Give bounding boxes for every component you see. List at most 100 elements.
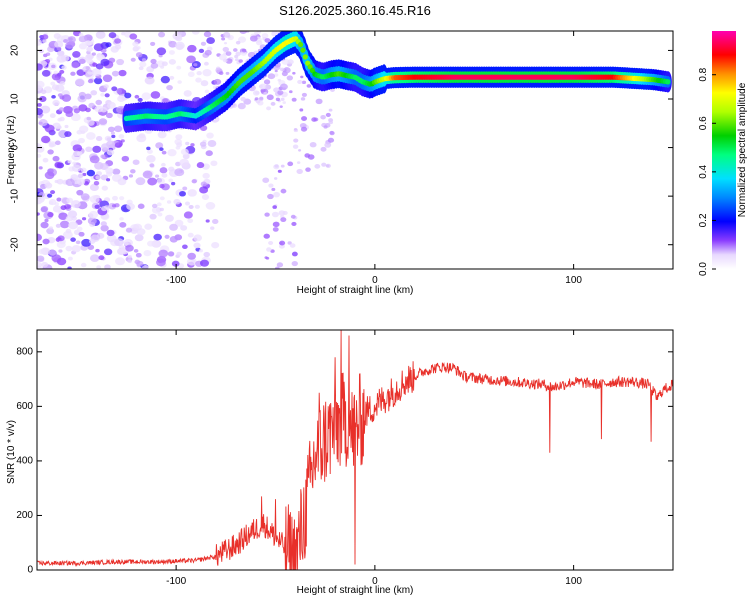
spectrogram-cell (68, 221, 78, 229)
spectrogram-cell (146, 147, 150, 150)
spectrogram-cell (200, 260, 209, 267)
spectrogram-cell (280, 68, 285, 72)
spectrogram-cell (107, 102, 116, 109)
spectrogram-cell (187, 45, 196, 53)
spectrogram-cell (280, 105, 283, 108)
spectrogram-cell (323, 125, 327, 128)
spectrogram-cell (256, 40, 262, 45)
spectrogram-cell (326, 113, 331, 117)
spectrogram-cell (206, 150, 213, 156)
spectrogram-cell (79, 59, 86, 64)
spectrogram-cell (139, 66, 144, 70)
spectrogram-cell (65, 125, 69, 128)
spectrogram-cell (85, 146, 92, 152)
spectrogram-cell (304, 153, 310, 158)
spectrogram-cell (126, 228, 132, 233)
spectrogram-cell (60, 81, 66, 85)
spectrogram-cell (114, 126, 122, 133)
spectrogram-cell (39, 166, 43, 169)
spectrogram-cell (300, 76, 303, 79)
spectrogram-cell (188, 72, 195, 77)
spectrogram-cell (136, 177, 146, 185)
spectrogram-cell (55, 162, 62, 168)
spectrogram-cell (240, 97, 246, 101)
spectrogram-cell (287, 59, 293, 64)
colorbar: 0.00.20.40.60.8 Normalized spectral ampl… (698, 31, 748, 276)
spectrogram-cell (151, 91, 161, 99)
spectrogram-cell (105, 93, 110, 97)
spectrogram-cell (250, 36, 258, 42)
spectrogram-cell (106, 113, 113, 118)
spectrogram-cell (156, 259, 166, 267)
spectrogram-cell (73, 151, 81, 157)
spectrogram-cell (65, 111, 73, 117)
spectrogram-cell (329, 121, 333, 125)
spectrogram-cell (160, 208, 164, 211)
spectrogram-cell (160, 167, 168, 173)
spectrogram-cell (271, 102, 276, 106)
spectrogram-cell (47, 168, 54, 173)
spectrogram-cell (158, 32, 165, 38)
spectrogram-cell (125, 245, 134, 252)
spectrogram-cell (268, 183, 273, 187)
spectrogram-cell (61, 205, 67, 210)
spectrogram-cell (152, 204, 158, 208)
spectrogram-cell (282, 87, 286, 90)
spectrogram-cell (70, 72, 75, 76)
spectrogram-cell (66, 179, 75, 186)
spectrogram-cell (305, 167, 311, 171)
spectrogram-y-axis-label: Frequency (Hz) (6, 116, 17, 185)
spectrogram-cell (81, 193, 90, 200)
spectrogram-cell (47, 194, 52, 198)
spectrogram-cell (282, 101, 286, 104)
spectrogram-cell (65, 246, 72, 252)
spectrogram-cell (150, 42, 155, 46)
spectrogram-cell (202, 69, 211, 76)
spectrogram-cell (45, 182, 53, 188)
spectrogram-ridge-core (298, 42, 303, 47)
spectrogram-cell (41, 262, 48, 268)
spectrogram-cell (193, 63, 197, 66)
spectrogram-cell (329, 109, 333, 112)
spectrogram-cell (166, 85, 173, 90)
spectrogram-cell (67, 267, 71, 271)
spectrogram-cell (142, 265, 149, 271)
spectrogram-cell (160, 66, 164, 69)
spectrogram-cell (142, 58, 146, 61)
spectrogram-cell (41, 90, 47, 94)
spectrogram-cell (206, 202, 216, 210)
spectrogram-cell (324, 142, 331, 147)
spectrogram-cell (66, 215, 74, 221)
spectrogram-cell (79, 33, 84, 37)
spectrogram-cell (279, 241, 285, 246)
spectrogram-cell (316, 99, 323, 105)
spectrogram-cell (46, 53, 50, 56)
spectrogram-cell (280, 217, 286, 222)
spectrogram-cell (95, 100, 102, 105)
spectrogram-cell (116, 59, 124, 65)
spectrogram-cell (144, 250, 152, 256)
spectrogram-cell (95, 175, 100, 179)
spectrogram-cell (199, 49, 204, 53)
spectrogram-cell (195, 205, 200, 209)
spectrogram-cell (60, 221, 70, 229)
spectrogram-cell (169, 76, 174, 80)
spectrogram-cell (277, 90, 283, 95)
spectrogram-cell (42, 70, 51, 77)
spectrogram-cell (302, 93, 307, 97)
snr-x-axis-label: Height of straight line (km) (297, 585, 414, 596)
spectrogram-cell (301, 127, 307, 132)
spectrogram-cell (161, 163, 166, 167)
spectrogram-cell (52, 84, 59, 90)
spectrogram-cell (103, 84, 108, 88)
spectrogram-cell (100, 154, 105, 158)
spectrogram-cell (180, 225, 187, 231)
spectrogram-cell (273, 227, 279, 232)
spectrogram-cell (112, 204, 116, 207)
spectrogram-cell (196, 71, 201, 75)
spectrogram-cell (50, 190, 55, 194)
spectrogram-cell (186, 56, 196, 64)
spectrogram-cell (204, 62, 209, 66)
spectrogram-cell (88, 103, 95, 108)
spectrogram-cell (235, 52, 240, 56)
